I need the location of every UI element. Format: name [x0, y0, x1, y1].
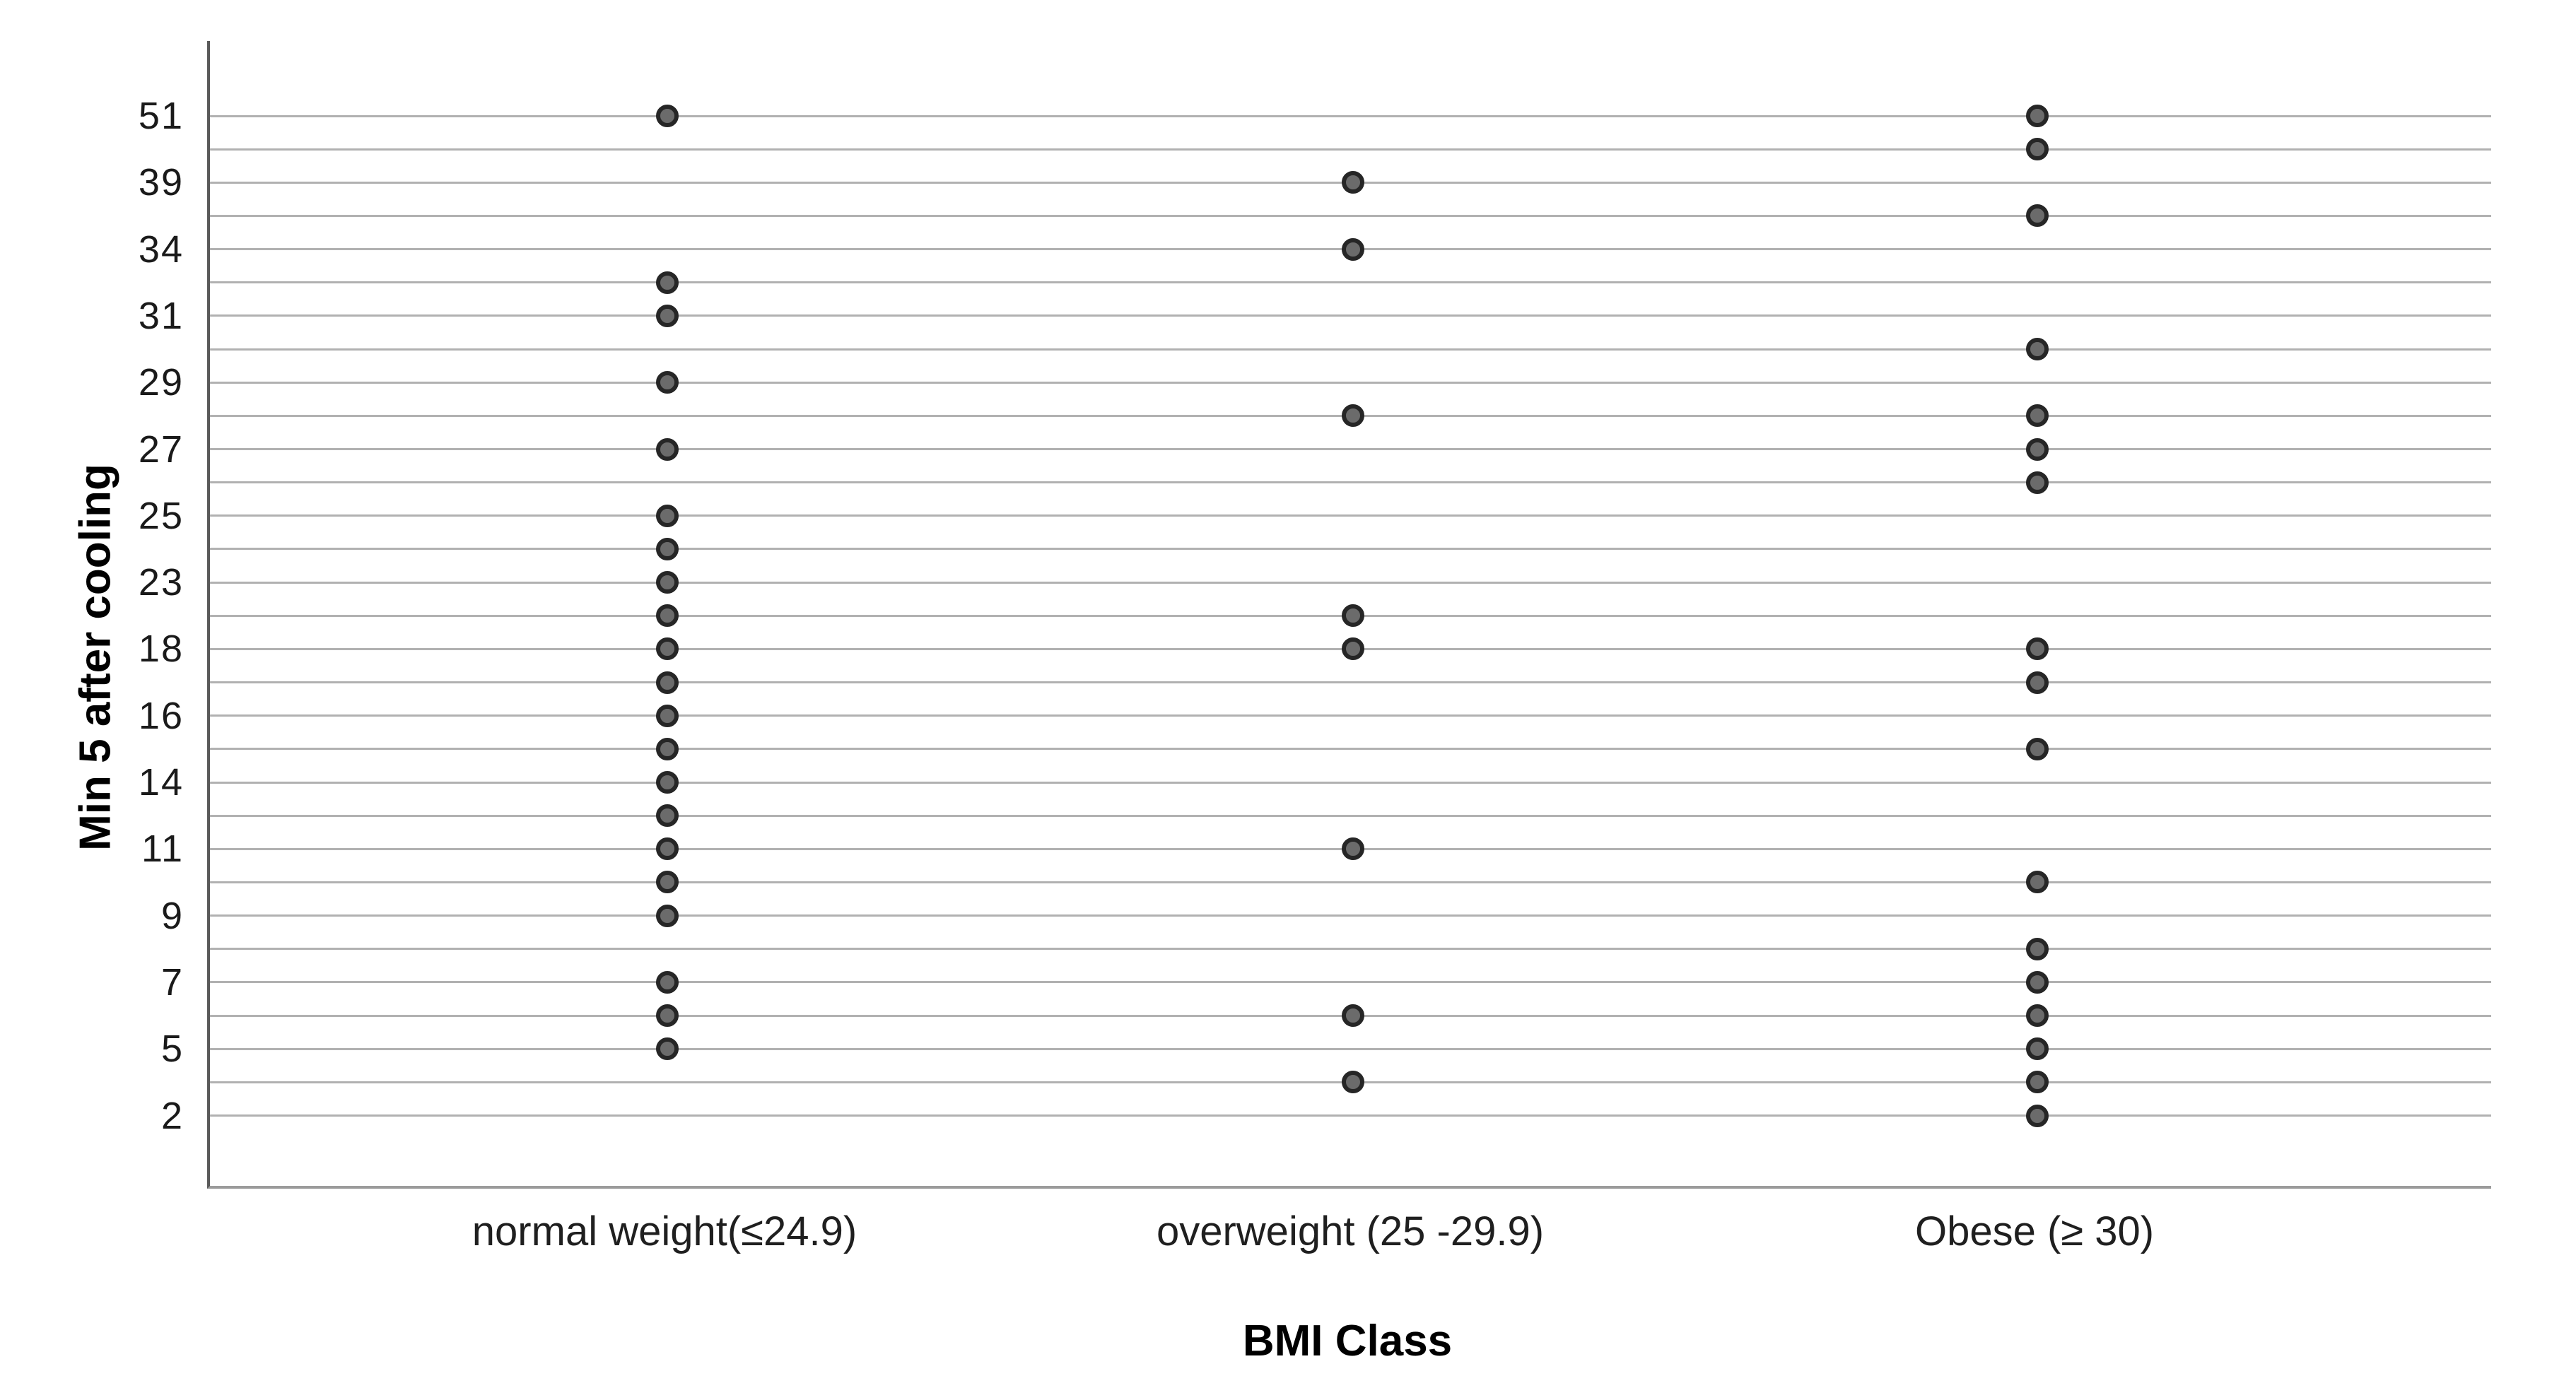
data-point — [656, 304, 679, 327]
gridline — [210, 214, 2491, 217]
data-point — [1342, 237, 1364, 261]
gridline — [210, 548, 2491, 551]
data-point — [1342, 404, 1364, 428]
y-tick-label: 23 — [138, 561, 184, 604]
gridline — [210, 148, 2491, 151]
y-tick-label: 29 — [138, 361, 184, 404]
data-point — [1342, 1071, 1364, 1094]
gridline — [210, 381, 2491, 384]
y-tick-label: 14 — [138, 761, 184, 804]
y-tick-label: 34 — [138, 228, 184, 271]
data-point — [1342, 1004, 1364, 1028]
data-point — [2026, 1104, 2049, 1127]
gridline — [210, 314, 2491, 317]
gridline — [210, 514, 2491, 517]
gridline — [210, 781, 2491, 784]
data-point — [656, 105, 679, 127]
data-point — [656, 904, 679, 927]
data-point — [2026, 970, 2049, 994]
data-point — [656, 1037, 679, 1061]
data-point — [656, 504, 679, 527]
gridline — [210, 1047, 2491, 1050]
data-point — [656, 571, 679, 594]
data-point — [656, 871, 679, 894]
data-point — [656, 371, 679, 394]
data-point — [2026, 1037, 2049, 1061]
gridline — [210, 681, 2491, 684]
data-point — [2026, 105, 2049, 127]
x-category-label: overweight (25 -29.9) — [1156, 1208, 1545, 1254]
data-point — [1342, 171, 1364, 194]
y-tick-label: 11 — [141, 828, 184, 871]
data-point — [656, 804, 679, 828]
gridline — [210, 981, 2491, 984]
data-point — [2026, 471, 2049, 494]
gridline — [210, 948, 2491, 951]
data-point — [1342, 604, 1364, 628]
data-point — [2026, 437, 2049, 461]
data-point — [656, 1004, 679, 1028]
x-axis-title: BMI Class — [1242, 1317, 1453, 1365]
data-point — [2026, 338, 2049, 361]
data-point — [2026, 637, 2049, 661]
data-point — [656, 704, 679, 727]
data-point — [2026, 1004, 2049, 1028]
gridline — [210, 814, 2491, 817]
data-point — [2026, 404, 2049, 428]
y-tick-label: 51 — [138, 95, 184, 137]
gridline — [210, 748, 2491, 751]
data-point — [656, 271, 679, 294]
data-point — [656, 437, 679, 461]
gridline — [210, 714, 2491, 717]
gridline — [210, 348, 2491, 351]
data-point — [1342, 637, 1364, 661]
gridline — [210, 481, 2491, 484]
data-point — [656, 837, 679, 861]
y-tick-label: 2 — [160, 1094, 184, 1137]
data-point — [2026, 204, 2049, 228]
gridline — [210, 281, 2491, 284]
data-point — [2026, 671, 2049, 694]
gridline — [210, 914, 2491, 917]
y-tick-label: 7 — [160, 960, 184, 1004]
y-tick-label: 39 — [138, 161, 184, 204]
data-point — [2026, 871, 2049, 894]
data-point — [656, 671, 679, 694]
gridline — [210, 1114, 2491, 1117]
data-point — [656, 771, 679, 794]
y-tick-label: 27 — [138, 428, 184, 471]
y-tick-label: 18 — [138, 628, 184, 671]
y-tick-label: 5 — [160, 1028, 184, 1071]
gridline — [210, 448, 2491, 450]
data-point — [656, 637, 679, 661]
gridline — [210, 581, 2491, 584]
x-category-label: Obese (≥ 30) — [1914, 1208, 2155, 1254]
y-tick-label: 31 — [138, 294, 184, 337]
gridline — [210, 114, 2491, 117]
data-point — [1342, 837, 1364, 861]
data-point — [656, 737, 679, 760]
data-point — [656, 604, 679, 628]
data-point — [656, 970, 679, 994]
data-point — [2026, 937, 2049, 960]
y-tick-label: 16 — [138, 694, 184, 737]
y-tick-label: 25 — [138, 494, 184, 537]
data-point — [656, 537, 679, 560]
plot-area — [207, 41, 2491, 1189]
data-point — [2026, 737, 2049, 760]
data-point — [2026, 1071, 2049, 1094]
data-point — [2026, 138, 2049, 161]
gridline — [210, 881, 2491, 883]
x-category-label: normal weight(≤24.9) — [472, 1208, 857, 1254]
y-tick-label: 9 — [160, 894, 184, 937]
